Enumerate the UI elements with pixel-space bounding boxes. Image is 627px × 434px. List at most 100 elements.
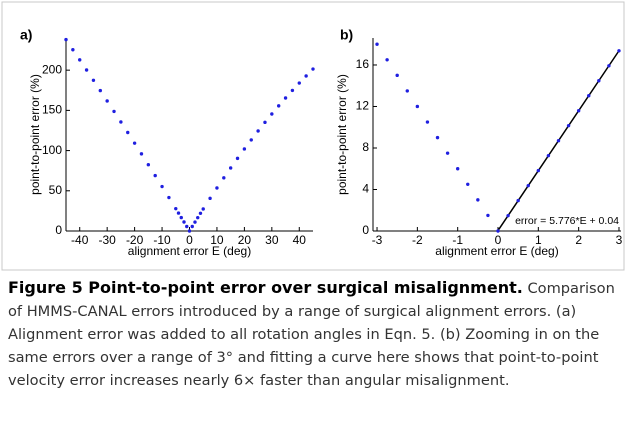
caption-title: Figure 5 Point-to-point error over surgi… xyxy=(8,278,523,297)
x-tick-label: 0 xyxy=(495,233,502,247)
data-point xyxy=(445,151,450,155)
data-point xyxy=(119,120,123,124)
x-tick-label: -10 xyxy=(153,233,171,247)
data-point xyxy=(617,49,621,53)
data-point xyxy=(425,120,430,124)
y-tick-label: 200 xyxy=(42,62,62,76)
data-point xyxy=(304,74,308,78)
data-point xyxy=(78,58,82,62)
data-point xyxy=(249,138,253,142)
data-point xyxy=(415,104,420,109)
data-point xyxy=(201,207,205,211)
data-point xyxy=(182,220,186,224)
data-point xyxy=(405,89,409,93)
caption: Figure 5 Point-to-point error over surgi… xyxy=(8,276,620,392)
data-point xyxy=(385,58,389,62)
data-point xyxy=(607,64,611,68)
data-point xyxy=(486,213,490,218)
data-point xyxy=(466,182,470,187)
y-axis-label: point-to-point error (%) xyxy=(28,74,42,195)
data-point xyxy=(208,196,212,201)
panel-label: a) xyxy=(20,27,32,43)
x-tick-label: 1 xyxy=(535,233,542,247)
data-point xyxy=(256,129,260,133)
data-point xyxy=(566,123,571,128)
data-point xyxy=(187,229,192,233)
x-tick-label: -1 xyxy=(452,233,463,247)
x-axis-label: alignment error E (deg) xyxy=(435,244,558,258)
data-point xyxy=(587,93,591,98)
x-tick-label: 40 xyxy=(293,233,307,247)
data-point xyxy=(283,96,288,100)
data-point xyxy=(193,220,197,224)
data-point xyxy=(235,156,240,161)
data-point xyxy=(132,141,137,145)
data-point xyxy=(105,99,109,103)
x-tick-label: -40 xyxy=(71,233,89,247)
x-tick-label: 30 xyxy=(265,233,279,247)
data-point xyxy=(153,173,157,178)
y-tick-label: 0 xyxy=(55,223,62,237)
data-point xyxy=(597,79,601,83)
y-tick-label: 8 xyxy=(362,140,369,154)
data-point xyxy=(185,224,189,229)
x-tick-label: 0 xyxy=(186,233,193,247)
data-point xyxy=(242,147,247,151)
caption-text: Comparison of HMMS-CANAL errors introduc… xyxy=(8,280,615,389)
y-axis-label: point-to-point error (%) xyxy=(335,74,349,195)
data-point xyxy=(179,215,183,220)
data-point xyxy=(506,213,510,218)
data-point xyxy=(526,183,530,188)
y-tick-label: 12 xyxy=(356,99,370,113)
y-tick-label: 100 xyxy=(42,143,62,157)
data-point xyxy=(71,48,75,52)
data-point xyxy=(270,112,274,116)
data-point xyxy=(228,166,233,170)
y-tick-label: 150 xyxy=(42,103,62,117)
x-tick-label: -20 xyxy=(126,233,144,247)
data-point xyxy=(146,163,151,167)
y-tick-label: 0 xyxy=(362,223,369,237)
data-point xyxy=(98,88,103,93)
panel-label: b) xyxy=(340,27,353,43)
data-point xyxy=(455,167,460,171)
data-point xyxy=(222,176,226,180)
data-point xyxy=(276,104,281,108)
data-point xyxy=(126,130,130,135)
data-point xyxy=(395,73,399,78)
data-point xyxy=(139,152,144,156)
data-point xyxy=(297,81,301,85)
data-point xyxy=(198,211,203,216)
y-tick-label: 4 xyxy=(362,182,369,196)
x-tick-label: -2 xyxy=(412,233,423,247)
data-point xyxy=(536,168,541,173)
x-tick-label: 2 xyxy=(575,233,582,247)
y-tick-label: 50 xyxy=(49,183,63,197)
data-point xyxy=(375,42,379,46)
data-point xyxy=(64,37,68,42)
x-tick-label: 3 xyxy=(616,233,623,247)
annotation: error = 5.776*E + 0.04 xyxy=(515,215,619,227)
y-tick-label: 16 xyxy=(356,57,370,71)
data-point xyxy=(112,109,116,114)
x-tick-label: 10 xyxy=(210,233,224,247)
data-point xyxy=(91,78,96,82)
figure-frame xyxy=(1,1,625,271)
data-point xyxy=(167,195,171,200)
data-point xyxy=(174,206,178,211)
data-point xyxy=(516,198,520,203)
data-point xyxy=(546,153,551,158)
data-point xyxy=(176,211,181,215)
data-point xyxy=(576,109,581,113)
data-point xyxy=(160,184,164,189)
x-axis-label: alignment error E (deg) xyxy=(128,244,251,258)
data-point xyxy=(263,120,267,125)
data-point xyxy=(476,198,480,202)
x-tick-label: -3 xyxy=(372,233,383,247)
x-tick-label: -30 xyxy=(98,233,116,247)
data-point xyxy=(190,224,194,229)
data-point xyxy=(290,88,295,93)
data-point xyxy=(196,215,200,220)
